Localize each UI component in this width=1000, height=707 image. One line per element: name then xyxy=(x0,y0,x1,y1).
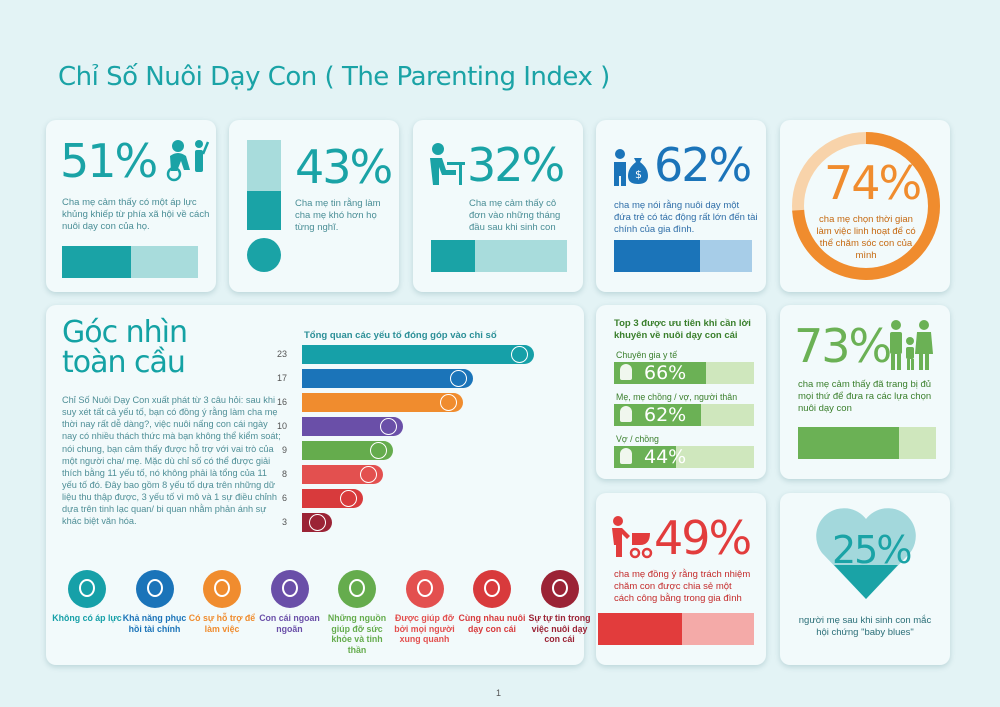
donut-gauge xyxy=(792,132,940,280)
stat-value: 74% xyxy=(824,156,922,210)
stat-description: cha mẹ cảm thấy đã trang bị đủ mọi thứ đ… xyxy=(798,379,932,414)
priority-value: 62% xyxy=(644,404,687,426)
factor-bar xyxy=(302,393,464,412)
stat-description: cha mẹ chọn thời gian làm việc linh hoạt… xyxy=(816,214,916,261)
factor-bar-icon xyxy=(369,442,387,459)
stat-card-49: 49% cha mẹ đồng ý rằng trách nhiệm chăm … xyxy=(596,493,766,665)
person-icon xyxy=(620,406,632,422)
factor-bar xyxy=(302,369,474,388)
parent-stroller-icon xyxy=(612,516,653,559)
stat-card-73: 73% cha mẹ cảm thấy đã trang bị đủ mọi t… xyxy=(780,305,950,479)
stat-description: Cha mẹ cảm thấy có một áp lực khủng khiế… xyxy=(62,197,210,232)
exclamation-bar-fill xyxy=(247,191,281,230)
factor-bar xyxy=(302,441,393,460)
factor-icon xyxy=(68,570,106,608)
factor-icon xyxy=(473,570,511,608)
heart-icon xyxy=(816,508,916,599)
stat-value: 25% xyxy=(832,528,912,572)
stat-description: Cha mẹ cảm thấy cô đơn vào những tháng đ… xyxy=(469,198,561,233)
factor-label: Có sự hỗ trợ để làm việc xyxy=(188,613,256,634)
factor-label: Không có áp lực xyxy=(52,613,122,623)
svg-text:$: $ xyxy=(635,168,642,181)
money-bag-icon: $ xyxy=(614,149,648,186)
stat-card-43: 43% Cha mẹ tin rằng làm cha mẹ khó hơn h… xyxy=(229,120,399,292)
stat-card-25: 25% người mẹ sau khi sinh con mắc hội ch… xyxy=(780,493,950,665)
factor-bar xyxy=(302,489,363,508)
factor-icon xyxy=(270,570,309,608)
stat-value: 49% xyxy=(654,511,752,565)
priority-bar-fill xyxy=(614,404,701,426)
factor-bar-icon xyxy=(450,370,468,387)
factor-bar-icon xyxy=(440,394,458,411)
factor-icon xyxy=(135,570,174,608)
bar-value-label: 17 xyxy=(276,373,287,383)
stat-bar-fill xyxy=(614,240,700,272)
factor-label: Khả năng phục hồi tài chính xyxy=(122,613,187,634)
stat-value: 62% xyxy=(654,138,752,192)
family-icon xyxy=(890,320,933,370)
stat-card-51: 51% Cha mẹ cảm thấy có một áp lực khủng … xyxy=(46,120,216,292)
factor-bar-icon xyxy=(511,346,528,363)
person-icon xyxy=(620,448,632,464)
factor-icon xyxy=(405,570,444,608)
priorities-title: Top 3 được ưu tiên khi cần lời khuyên về… xyxy=(614,318,751,341)
stat-bar-fill xyxy=(798,427,899,459)
person-icon xyxy=(620,364,632,380)
priority-value: 66% xyxy=(644,362,687,384)
factor-bar xyxy=(302,345,534,364)
factor-bar-icon xyxy=(309,514,327,531)
bar-value-label: 8 xyxy=(281,469,287,479)
bar-value-label: 10 xyxy=(276,421,287,431)
priority-label: Vợ / chồng xyxy=(616,434,659,444)
factor-bar-icon xyxy=(379,418,397,435)
page-number: 1 xyxy=(496,688,502,698)
stat-value: 32% xyxy=(467,138,565,192)
factor-label: Sự tự tin trong việc nuôi dạy con cái xyxy=(528,613,591,645)
stat-value: 43% xyxy=(295,140,393,194)
lonely-parent-icon xyxy=(430,143,465,185)
stat-bar-fill xyxy=(431,240,475,272)
global-title: Góc nhìn toàn cầu xyxy=(62,315,188,380)
factor-label: Được giúp đỡ bởi mọi người xung quanh xyxy=(394,613,455,645)
global-description: Chỉ Số Nuôi Dạy Con xuất phát từ 3 câu h… xyxy=(62,395,281,527)
stat-description: người mẹ sau khi sinh con mắc hội chứng … xyxy=(798,615,932,638)
factor-label: Cùng nhau nuôi dạy con cái xyxy=(458,613,526,634)
factor-icon xyxy=(203,570,241,608)
donut-gauge-fill xyxy=(792,132,940,280)
stat-description: Cha mẹ tin rằng làm cha mẹ khó hơn họ từ… xyxy=(295,198,381,233)
factor-icon xyxy=(540,570,579,608)
factor-icon xyxy=(338,570,376,608)
factor-bar-icon xyxy=(339,490,357,507)
factor-bar-icon xyxy=(359,466,377,483)
factor-bar xyxy=(302,513,333,532)
bar-value-label: 3 xyxy=(281,517,287,527)
stat-value: 51% xyxy=(60,134,158,188)
page-title: Chỉ Số Nuôi Dạy Con ( The Parenting Inde… xyxy=(58,62,610,92)
factor-label: Những nguồn giúp đỡ sức khỏe và tinh thầ… xyxy=(327,613,387,655)
priority-label: Mẹ, mẹ chồng / vợ, người thân xyxy=(616,392,738,402)
stat-card-32: 32% Cha mẹ cảm thấy cô đơn vào những thá… xyxy=(413,120,583,292)
stressed-parent-icon xyxy=(166,140,210,182)
stat-bar-fill xyxy=(62,246,131,278)
exclamation-dot-icon xyxy=(247,238,281,272)
stat-description: cha mẹ nói rằng nuôi dạy một đứa trẻ có … xyxy=(614,200,758,235)
stat-description: cha mẹ đồng ý rằng trách nhiệm chăm con … xyxy=(614,569,751,604)
stat-value: 73% xyxy=(794,319,892,373)
bar-value-label: 16 xyxy=(276,397,287,407)
factor-label: Con cái ngoan ngoãn xyxy=(259,613,320,634)
bar-value-label: 9 xyxy=(281,445,287,455)
factor-bar xyxy=(302,417,403,436)
stat-card-62: $ 62% cha mẹ nói rằng nuôi dạy một đứa t… xyxy=(596,120,766,292)
factor-bar xyxy=(302,465,383,484)
priority-label: Chuyên gia y tế xyxy=(616,350,678,360)
priority-bar-fill xyxy=(614,362,707,384)
bar-value-label: 23 xyxy=(276,349,287,359)
priority-value: 44% xyxy=(644,446,687,468)
bar-value-label: 6 xyxy=(281,493,287,503)
stat-bar-fill xyxy=(598,613,682,645)
stat-card-74: 74% cha mẹ chọn thời gian làm việc linh … xyxy=(780,120,950,292)
chart-title: Tổng quan các yếu tố đóng góp vào chỉ số xyxy=(304,330,497,341)
